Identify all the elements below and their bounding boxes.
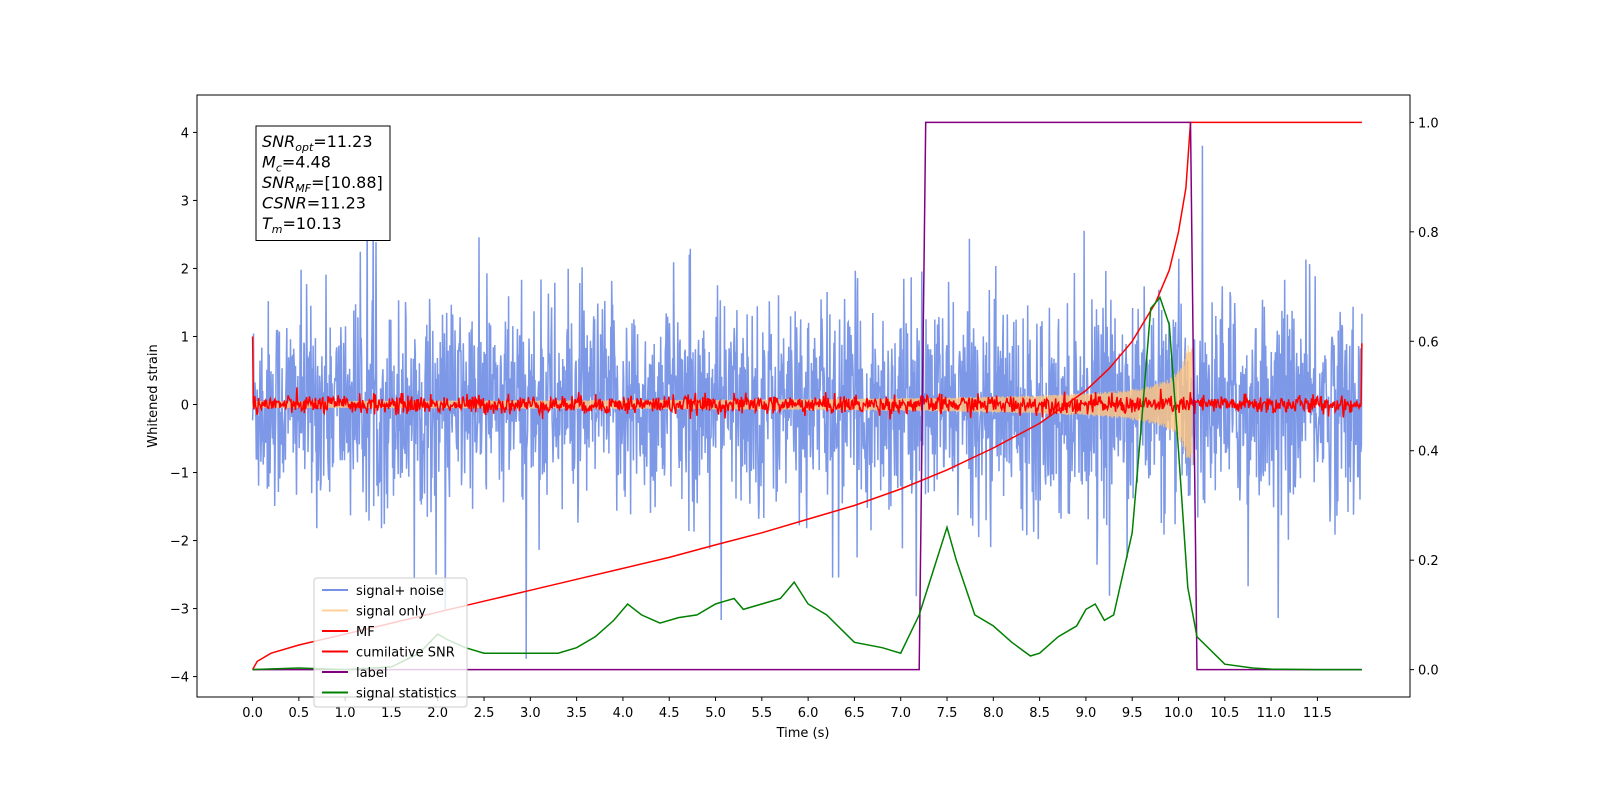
legend-frame (313, 577, 468, 708)
legend-label: signal only (356, 605, 426, 620)
x-tick-label: 11.0 (1257, 706, 1286, 721)
y-right-tick-label: 0.0 (1418, 664, 1439, 679)
x-tick-label: 9.0 (1076, 706, 1097, 721)
x-tick-label: 9.5 (1122, 706, 1143, 721)
series-mf-line (251, 336, 1363, 420)
x-tick-label: 6.0 (798, 706, 819, 721)
plot-frame (196, 94, 1411, 698)
x-tick-label: 3.0 (520, 706, 541, 721)
y-left-tick-label: −4 (170, 671, 189, 686)
x-axis-label: Time (s) (776, 726, 830, 741)
legend-label: cumilative SNR (356, 646, 455, 661)
legend-label: label (356, 666, 387, 681)
x-tick-label: 0.0 (242, 706, 263, 721)
legend-label: signal+ noise (356, 584, 444, 599)
x-tick-label: 6.5 (844, 706, 865, 721)
legend-label: MF (356, 625, 375, 640)
x-tick-label: 7.0 (890, 706, 911, 721)
y-left-tick-label: 1 (181, 330, 189, 345)
x-tick-label: 8.0 (983, 706, 1004, 721)
y-left-tick-label: 3 (181, 194, 189, 209)
y-axis-label-left: Whitened strain (146, 344, 161, 447)
y-right-tick-label: 0.8 (1418, 226, 1439, 241)
y-left-tick-label: −1 (170, 467, 189, 482)
legend: signal+ noise signal only MF cumilative SNR… (313, 577, 468, 708)
x-tick-label: 10.0 (1164, 706, 1193, 721)
info-box-frame (255, 125, 391, 241)
x-tick-label: 2.5 (474, 706, 495, 721)
y-right-tick-label: 0.4 (1418, 445, 1439, 460)
y-left-tick-label: −3 (170, 603, 189, 618)
x-tick-label: 5.5 (751, 706, 772, 721)
info-box-line: Mc=4.48 (262, 153, 331, 175)
y-left-tick-label: 4 (181, 126, 189, 141)
x-tick-label: 0.5 (289, 706, 310, 721)
x-tick-label: 7.5 (937, 706, 958, 721)
x-tick-label: 2.0 (427, 706, 448, 721)
x-tick-label: 10.5 (1210, 706, 1239, 721)
info-box-line: SNRMF=[10.88] (262, 173, 383, 195)
info-box: SNRopt=11.23Mc=4.48SNRMF=[10.88]CSNR=11.… (255, 125, 391, 241)
x-tick-label: 4.5 (659, 706, 680, 721)
x-tick-label: 11.5 (1303, 706, 1332, 721)
info-box-line: Tm=10.13 (262, 214, 342, 236)
y-right-tick-label: 0.6 (1418, 335, 1439, 350)
info-box-line: SNRopt=11.23 (262, 132, 373, 154)
y-right-tick-label: 0.2 (1418, 554, 1439, 569)
legend-label: signal statistics (356, 687, 457, 702)
series-signal-statistics-line (252, 296, 1362, 671)
series-label-line (252, 121, 1362, 671)
x-tick-label: 1.5 (381, 706, 402, 721)
series-signal-only-line (252, 345, 1193, 466)
x-tick-label: 5.0 (705, 706, 726, 721)
y-left-tick-label: 0 (181, 399, 189, 414)
y-left-tick-label: 2 (181, 262, 189, 277)
y-right-tick-label: 1.0 (1418, 116, 1439, 131)
info-box-line: CSNR=11.23 (262, 194, 366, 213)
x-tick-label: 3.5 (566, 706, 587, 721)
x-tick-label: 8.5 (1029, 706, 1050, 721)
x-tick-label: 1.0 (335, 706, 356, 721)
x-tick-label: 4.0 (613, 706, 634, 721)
y-left-tick-label: −2 (170, 535, 189, 550)
